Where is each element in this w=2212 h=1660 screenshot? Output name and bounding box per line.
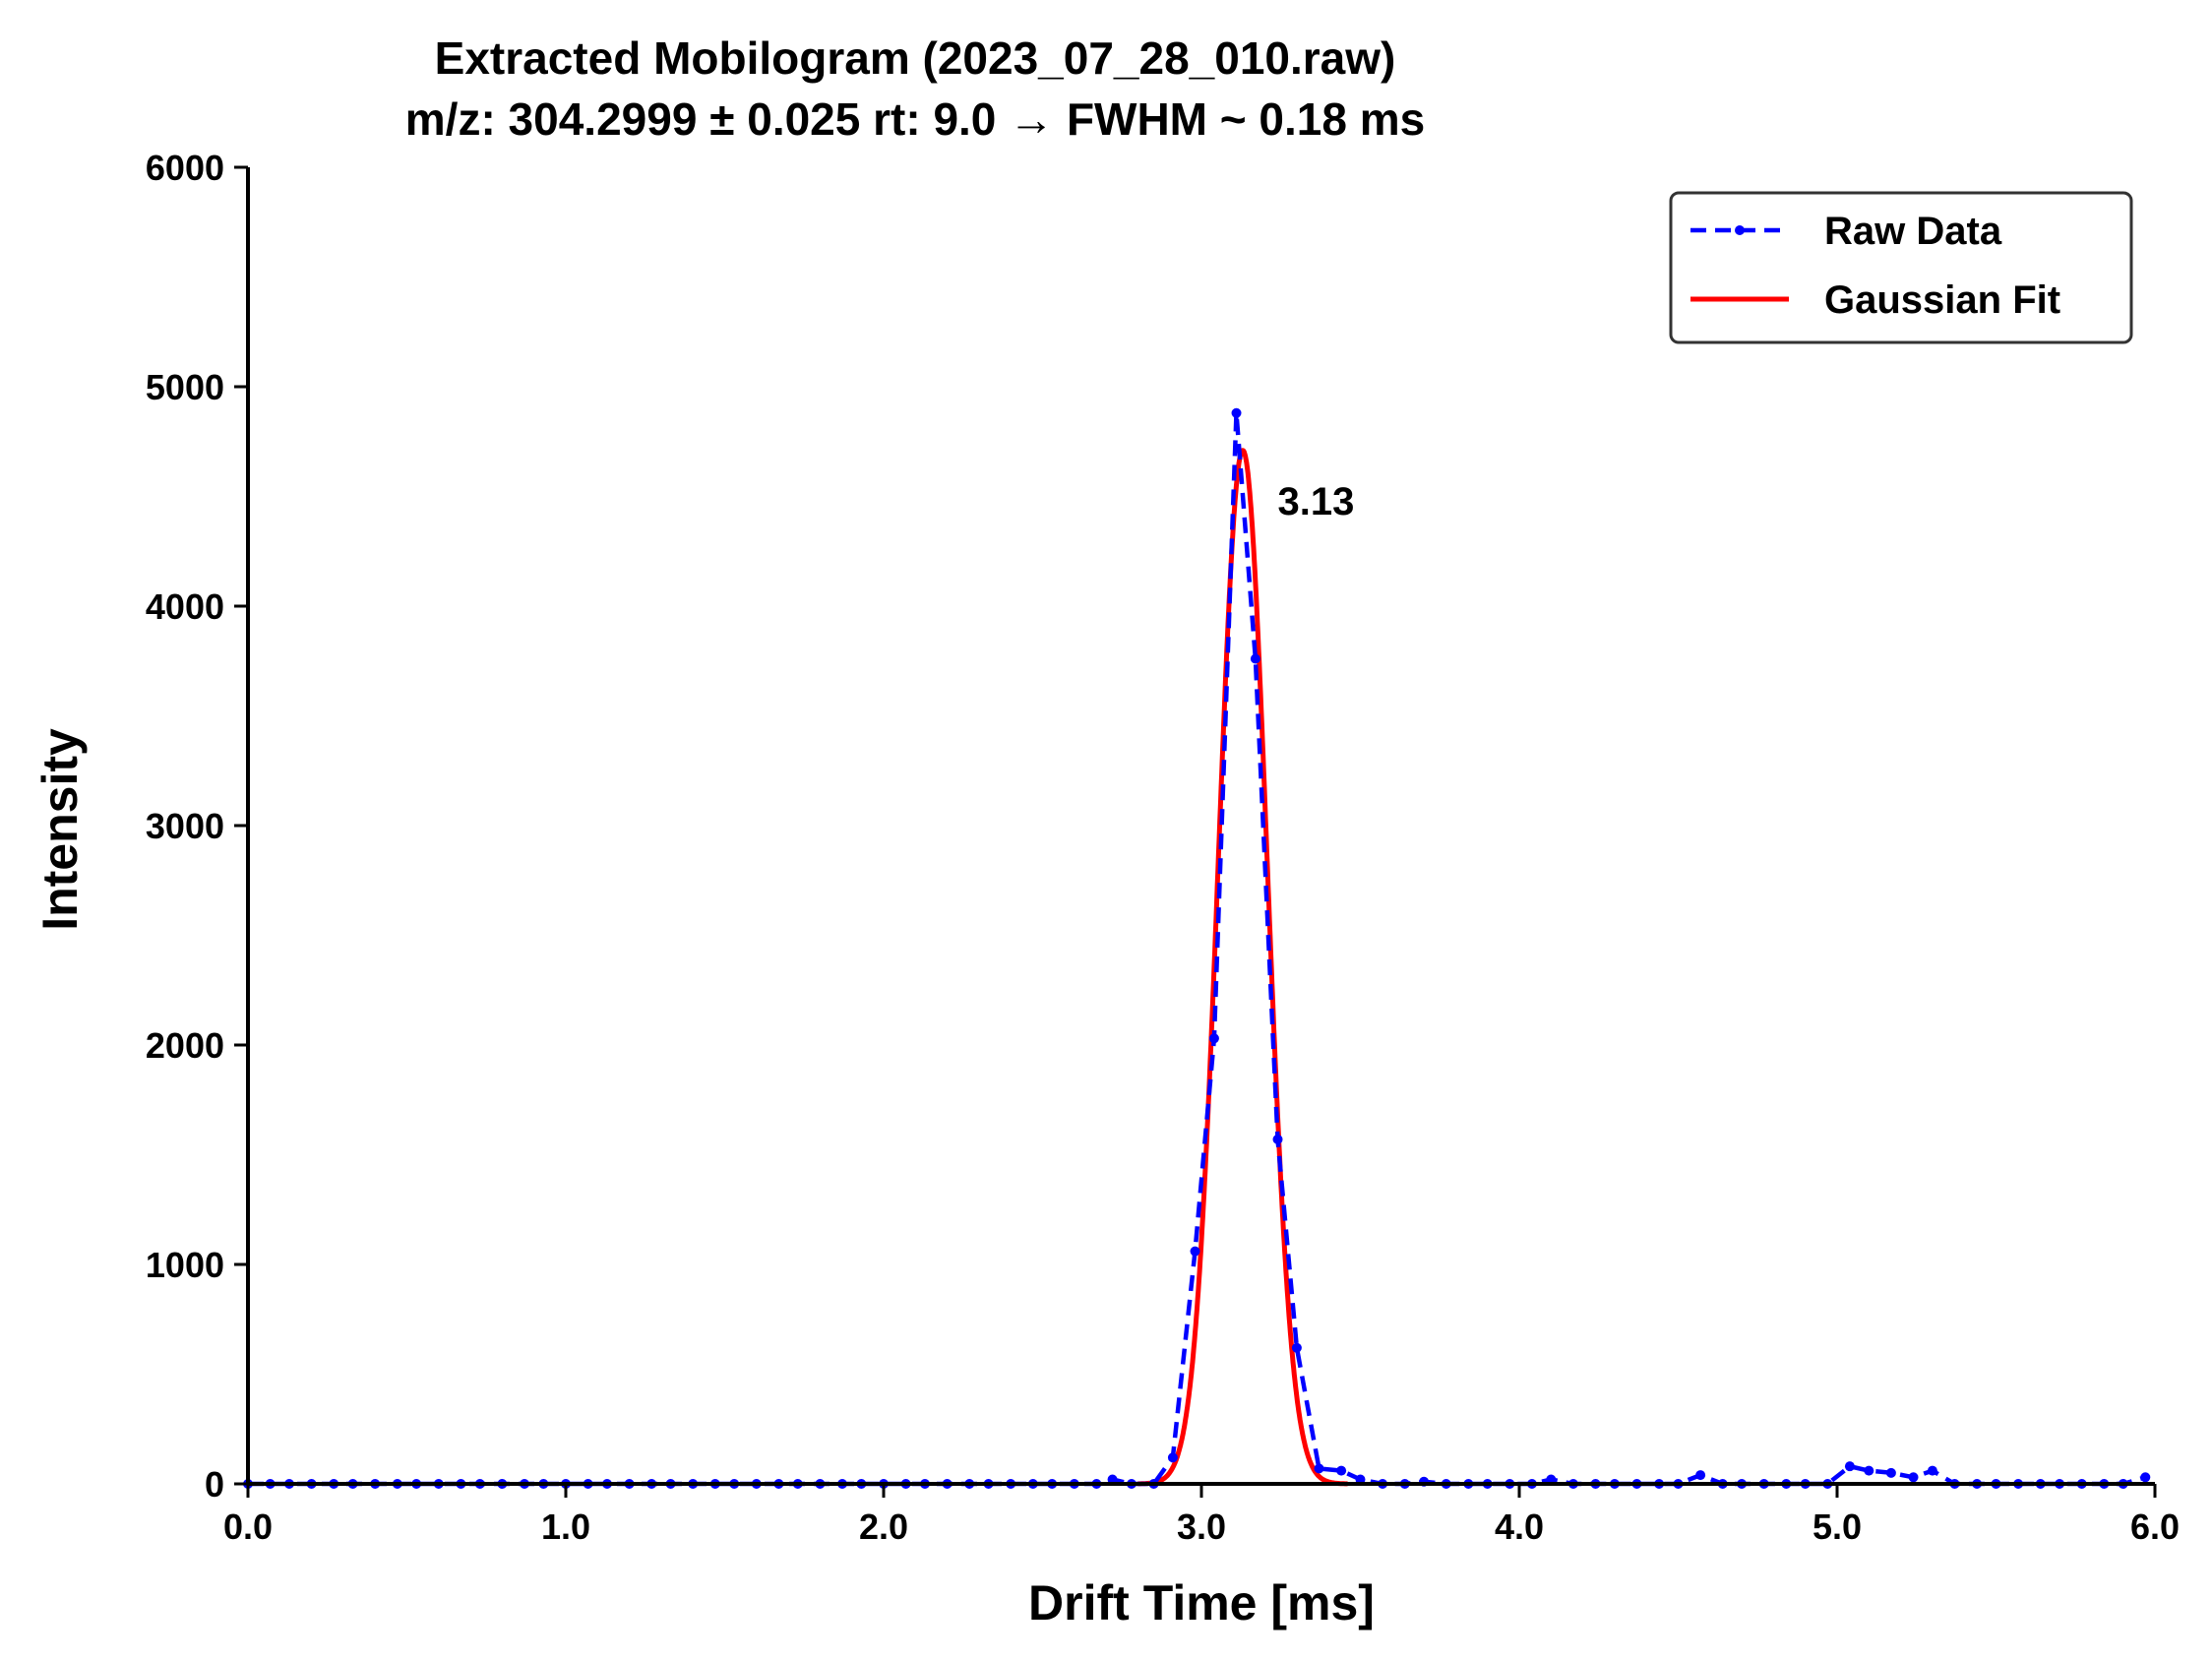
raw-data-point <box>1314 1463 1324 1474</box>
raw-data-point <box>1272 1134 1283 1144</box>
raw-data-point <box>1231 407 1242 418</box>
raw-data-point <box>1844 1461 1855 1472</box>
y-tick-label: 2000 <box>146 1025 224 1066</box>
x-tick-label: 0.0 <box>223 1506 273 1547</box>
y-axis-ticks: 0 1000 2000 3000 4000 5000 6000 <box>146 148 248 1505</box>
raw-data-layer <box>243 407 2151 1489</box>
x-tick-label: 3.0 <box>1177 1506 1226 1547</box>
raw-data-point <box>2140 1472 2151 1483</box>
x-tick-label: 4.0 <box>1495 1506 1544 1547</box>
raw-data-point <box>1908 1472 1919 1483</box>
chart-title: Extracted Mobilogram (2023_07_28_010.raw… <box>435 32 1396 84</box>
x-tick-label: 5.0 <box>1813 1506 1862 1547</box>
y-tick-label: 0 <box>205 1464 224 1505</box>
x-tick-label: 1.0 <box>541 1506 590 1547</box>
raw-data-point <box>1927 1465 1937 1476</box>
x-tick-label: 2.0 <box>859 1506 908 1547</box>
raw-data-point <box>1167 1452 1178 1463</box>
chart-subtitle: m/z: 304.2999 ± 0.025 rt: 9.0 → FWHM ~ 0… <box>405 93 1425 145</box>
legend-fit-label: Gaussian Fit <box>1824 278 2060 322</box>
raw-data-point <box>1695 1470 1706 1481</box>
y-tick-label: 3000 <box>146 806 224 846</box>
raw-data-point <box>1336 1465 1347 1476</box>
gaussian-fit-line <box>1136 448 1350 1487</box>
legend-raw-marker <box>1735 225 1745 235</box>
legend-raw-label: Raw Data <box>1824 210 2002 253</box>
y-tick-label: 5000 <box>146 367 224 407</box>
y-axis-label: Intensity <box>32 728 88 931</box>
raw-data-point <box>1291 1342 1302 1353</box>
gaussian-fit-layer <box>1136 448 1350 1487</box>
raw-data-point <box>1190 1246 1200 1257</box>
y-tick-label: 1000 <box>146 1245 224 1285</box>
x-axis-ticks: 0.0 1.0 2.0 3.0 4.0 5.0 6.0 <box>223 1484 2180 1547</box>
legend-box <box>1669 191 2133 344</box>
y-tick-label: 4000 <box>146 586 224 627</box>
raw-data-point <box>1885 1467 1896 1478</box>
peak-annotation: 3.13 <box>1278 480 1355 523</box>
y-tick-label: 6000 <box>146 148 224 188</box>
x-axis-label: Drift Time [ms] <box>1028 1575 1375 1630</box>
x-tick-label: 6.0 <box>2130 1506 2180 1547</box>
legend: Raw Data Gaussian Fit <box>1669 191 2133 344</box>
raw-data-point <box>1864 1465 1874 1476</box>
raw-data-point <box>1250 653 1260 664</box>
plot-area <box>243 407 2151 1489</box>
raw-data-point <box>1208 1033 1219 1044</box>
